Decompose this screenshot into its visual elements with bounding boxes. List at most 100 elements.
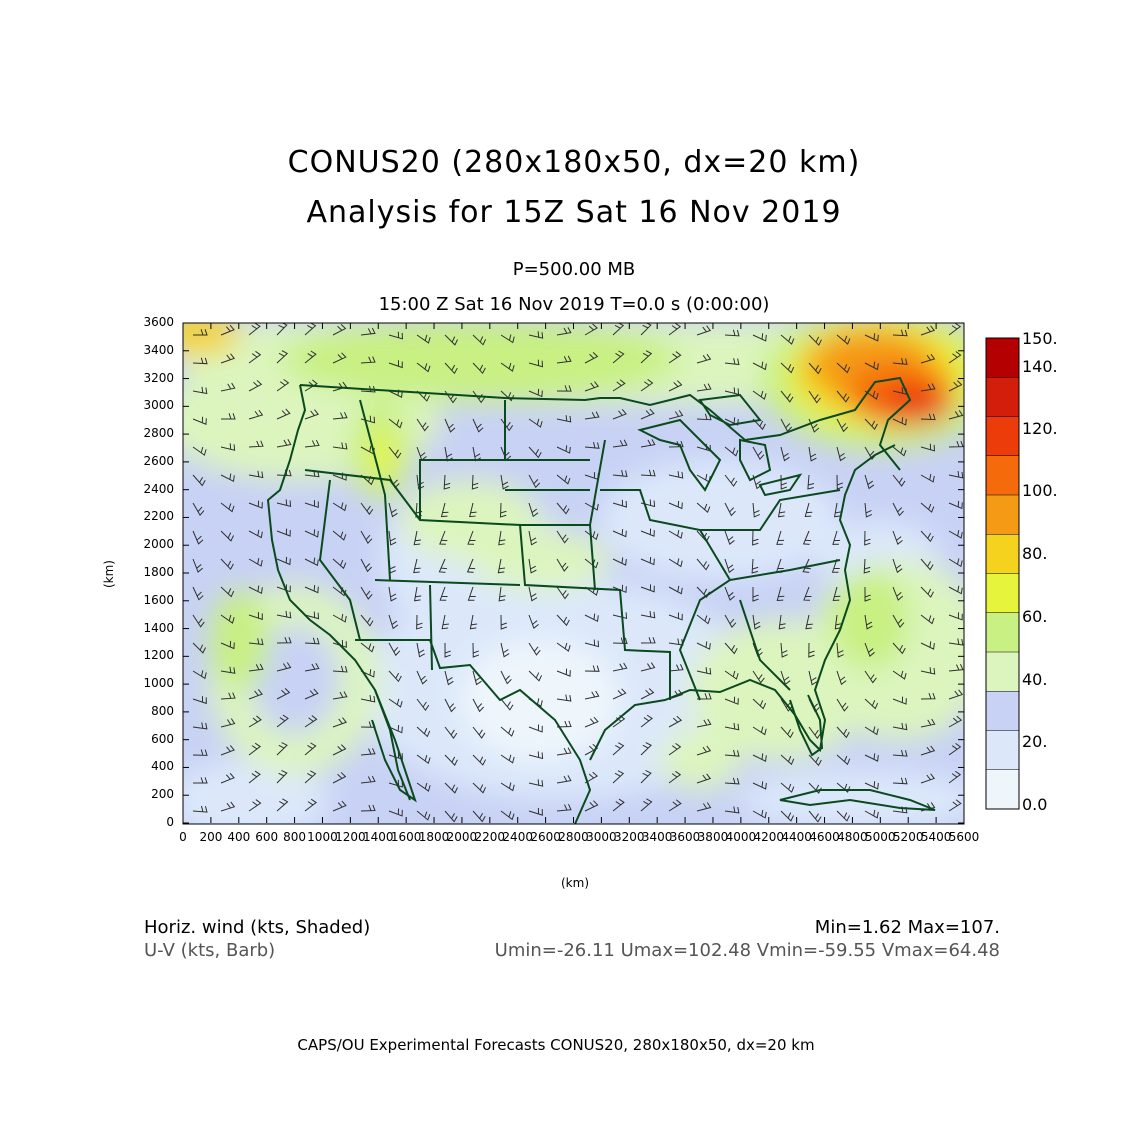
wind-barb <box>220 801 236 812</box>
wind-barb <box>808 810 822 823</box>
wind-barb <box>724 749 740 757</box>
colorbar-label: 40. <box>1022 670 1048 689</box>
wind-barb <box>640 798 653 812</box>
wind-barb <box>556 474 571 485</box>
wind-barb <box>584 613 599 623</box>
wind-barb <box>192 805 208 813</box>
wind-barb <box>528 642 541 656</box>
wind-barb <box>192 386 208 395</box>
credit-line: CAPS/OU Experimental Forecasts CONUS20, … <box>297 1036 815 1054</box>
wind-barb <box>332 352 347 364</box>
wind-barb <box>528 474 541 489</box>
wind-barb <box>668 799 682 812</box>
wind-barb <box>500 390 515 402</box>
x-tick-label: 600 <box>255 830 279 844</box>
wind-barb <box>528 586 538 602</box>
wind-barb <box>696 353 712 364</box>
wind-barb <box>220 772 235 784</box>
wind-barb <box>332 772 347 784</box>
wind-barb <box>444 334 459 346</box>
wind-barb <box>360 669 375 678</box>
wind-barb <box>192 722 208 730</box>
baja <box>371 689 417 803</box>
y-tick-label: 1600 <box>143 592 174 607</box>
state-lines-2 <box>374 400 606 671</box>
y-tick-label: 2400 <box>143 481 174 496</box>
wind-barb <box>360 558 373 573</box>
wind-barb <box>416 418 429 432</box>
wind-barb <box>220 718 236 728</box>
wind-barb <box>220 353 236 364</box>
wind-barb <box>612 584 627 594</box>
wind-barb <box>948 471 964 479</box>
wind-barb <box>724 806 740 814</box>
wind-barb <box>276 688 291 700</box>
wind-barb <box>416 334 431 344</box>
wind-barb <box>780 810 795 822</box>
wind-barb <box>948 799 962 812</box>
x-tick-label: 4400 <box>781 830 812 844</box>
wind-barb <box>472 334 487 346</box>
wind-barb <box>864 781 879 790</box>
wind-barb <box>751 558 759 574</box>
wind-barb <box>304 323 317 336</box>
min-max-label: Min=1.62 Max=107. <box>814 917 1000 938</box>
wind-barb <box>780 754 795 766</box>
wind-barb <box>528 418 543 428</box>
x-tick-label: 1600 <box>390 830 422 844</box>
wind-barb <box>500 418 514 432</box>
wind-barb <box>444 698 456 713</box>
wind-barb <box>276 378 290 392</box>
colorbar-segment <box>986 495 1019 535</box>
wind-barb <box>439 586 448 601</box>
wind-barb <box>498 530 506 546</box>
wind-barb <box>920 692 936 700</box>
wind-barb <box>192 777 208 784</box>
wind-barb <box>360 502 374 516</box>
y-tick-label: 600 <box>151 731 174 746</box>
wind-barb <box>833 502 842 518</box>
wind-barb <box>948 323 962 336</box>
x-tick-label: 4000 <box>725 830 757 844</box>
wind-barb <box>388 614 399 630</box>
wind-barb <box>696 502 711 513</box>
wind-barb <box>920 745 936 756</box>
wind-barb <box>640 379 654 392</box>
wind-barb <box>388 360 403 369</box>
wind-barb <box>640 662 656 672</box>
wind-barb <box>192 446 207 456</box>
wind-barb <box>836 334 851 345</box>
wind-barb <box>276 556 291 566</box>
wind-barb <box>892 417 907 426</box>
wind-barb <box>220 745 235 756</box>
colorbar-segment <box>986 377 1019 417</box>
wind-barb <box>388 808 403 817</box>
x-tick-label: 3400 <box>641 830 673 844</box>
wind-barb <box>528 779 544 787</box>
wind-barb <box>220 443 236 451</box>
wind-barb <box>752 698 767 710</box>
wind-barb <box>304 798 318 812</box>
title-line-2: Analysis for 15Z Sat 16 Nov 2019 <box>306 195 842 230</box>
x-tick-label: 2400 <box>502 830 533 844</box>
florida <box>789 694 824 757</box>
wind-barb <box>248 323 261 336</box>
wind-barb <box>416 362 431 373</box>
wind-barb <box>948 612 963 621</box>
wind-barb <box>332 442 348 450</box>
x-tick-label: 1800 <box>418 830 450 844</box>
wind-barb <box>864 698 879 710</box>
x-tick-label: 5400 <box>920 830 952 844</box>
wind-barb <box>696 641 711 650</box>
wind-barb <box>332 411 348 420</box>
wind-barb <box>472 782 487 794</box>
wind-barb <box>752 530 759 546</box>
wind-barb <box>500 810 515 821</box>
wind-barb <box>948 638 964 646</box>
wind-barb <box>752 333 767 342</box>
y-tick-label: 1400 <box>143 620 174 635</box>
wind-barb <box>416 670 428 685</box>
wind-barb <box>416 782 431 792</box>
colorbar-segment <box>986 416 1019 457</box>
